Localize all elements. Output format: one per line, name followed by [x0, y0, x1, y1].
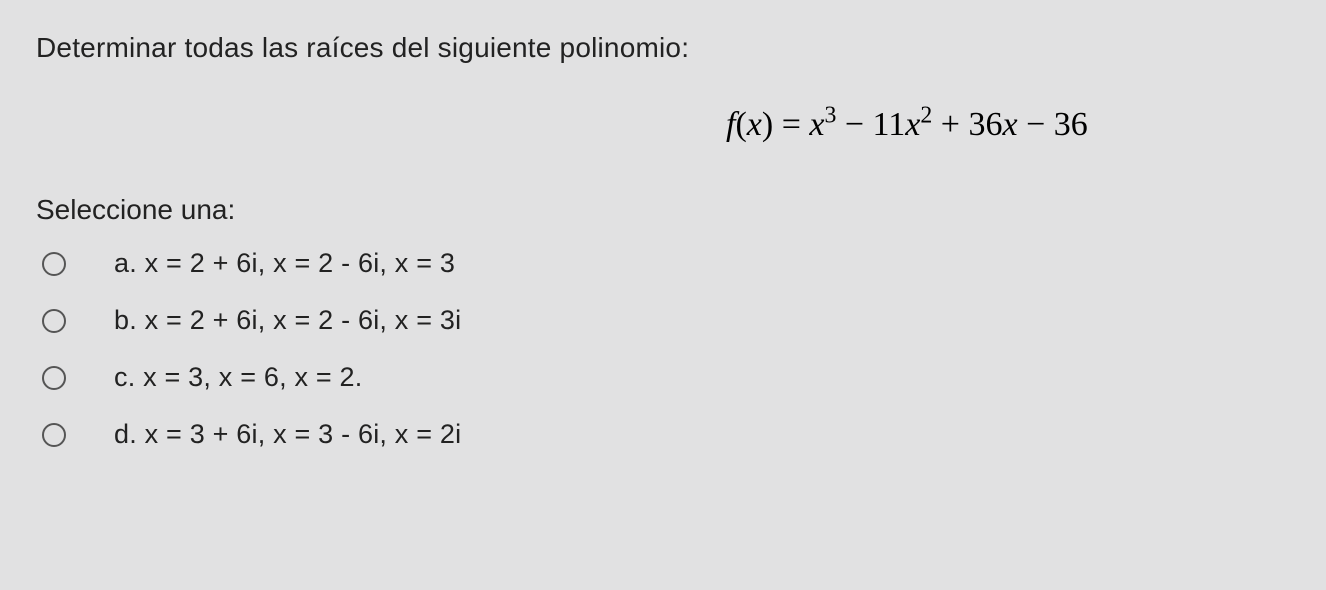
radio-d[interactable] — [42, 423, 66, 447]
question-text: Determinar todas las raíces del siguient… — [36, 32, 1290, 64]
options-group: a. x = 2 + 6i, x = 2 - 6i, x = 3 b. x = … — [36, 248, 1290, 450]
option-c-row[interactable]: c. x = 3, x = 6, x = 2. — [42, 362, 1290, 393]
select-one-prompt: Seleccione una: — [36, 194, 1290, 226]
equation-fn: f — [726, 106, 735, 143]
exponent-2: 2 — [920, 103, 932, 129]
option-c-text: c. x = 3, x = 6, x = 2. — [114, 362, 362, 393]
radio-b[interactable] — [42, 309, 66, 333]
exponent-3: 3 — [824, 103, 836, 129]
equation-var-1: x — [809, 106, 824, 143]
radio-a[interactable] — [42, 252, 66, 276]
option-d-text: d. x = 3 + 6i, x = 3 - 6i, x = 2i — [114, 419, 461, 450]
coef-2: + 36 — [941, 106, 1003, 143]
radio-c[interactable] — [42, 366, 66, 390]
option-a-text: a. x = 2 + 6i, x = 2 - 6i, x = 3 — [114, 248, 455, 279]
coef-3: − 36 — [1026, 106, 1088, 143]
option-b-text: b. x = 2 + 6i, x = 2 - 6i, x = 3i — [114, 305, 461, 336]
equation-var-2: x — [905, 106, 920, 143]
equation-lhs-var: x — [747, 106, 762, 143]
option-b-row[interactable]: b. x = 2 + 6i, x = 2 - 6i, x = 3i — [42, 305, 1290, 336]
option-d-row[interactable]: d. x = 3 + 6i, x = 3 - 6i, x = 2i — [42, 419, 1290, 450]
option-a-row[interactable]: a. x = 2 + 6i, x = 2 - 6i, x = 3 — [42, 248, 1290, 279]
equation-var-3: x — [1002, 106, 1017, 143]
coef-1: − 11 — [845, 106, 905, 143]
polynomial-equation: f(x) = x3 − 11x2 + 36x − 36 — [36, 106, 1290, 144]
